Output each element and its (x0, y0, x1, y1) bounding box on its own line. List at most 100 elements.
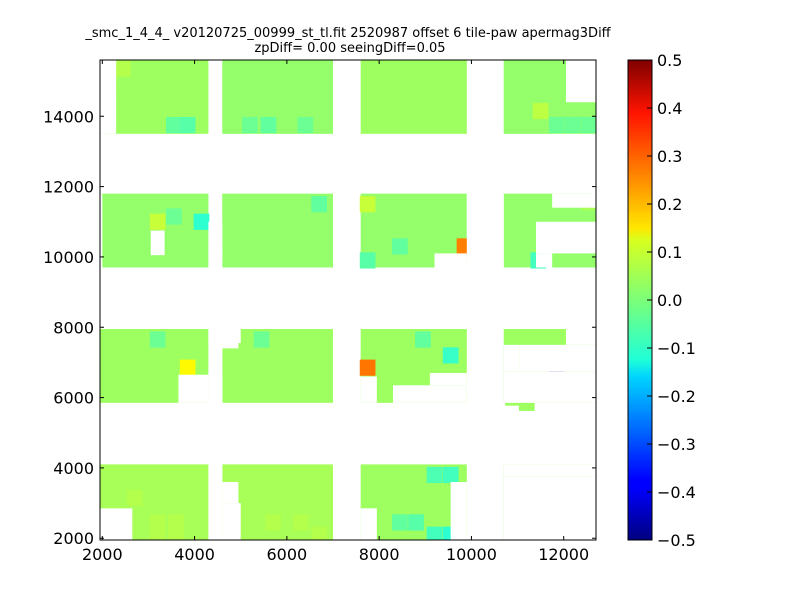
y-axis: 2000 4000 6000 8000 10000 12000 14000 (43, 107, 596, 548)
heatmap-empty (100, 193, 103, 268)
heatmap-cell (359, 359, 376, 376)
heatmap-cell (115, 60, 131, 77)
heatmap-empty (222, 329, 239, 349)
colorbar-tick-label: −0.5 (657, 531, 696, 550)
heatmap-empty (360, 508, 377, 540)
x-tick-label: 6000 (267, 545, 308, 564)
heatmap-empty (150, 230, 165, 256)
colorbar-tick-label: 0.1 (657, 243, 682, 262)
y-tick-label: 14000 (43, 107, 94, 126)
heatmap-cell (179, 359, 196, 376)
heatmap-cell (442, 347, 459, 364)
colorbar-tick-label: 0.0 (657, 291, 682, 310)
x-tick-label: 8000 (359, 545, 400, 564)
colorbar-tick-label: 0.2 (657, 195, 682, 214)
heatmap-empty (566, 60, 596, 103)
heatmap-empty (360, 376, 377, 403)
heatmap-cell (311, 196, 328, 213)
heatmap-empty (222, 481, 239, 504)
heatmap-empty (536, 221, 596, 254)
heatmap-empty (208, 374, 223, 403)
heatmap-empty (208, 221, 223, 257)
heatmap-cell (149, 331, 166, 348)
heatmap-cell (193, 213, 210, 230)
colorbar-tick-label: −0.1 (657, 339, 696, 358)
colorbar-tick-label: 0.5 (657, 51, 682, 70)
heatmap-cell (565, 116, 581, 134)
heatmap-empty (552, 193, 596, 208)
heatmap-cell (311, 526, 328, 540)
heatmap-cell (532, 102, 549, 120)
heatmap-cell (149, 526, 166, 540)
heatmap-cell (516, 208, 533, 225)
heatmap-empty (503, 464, 596, 477)
heatmap-cell (392, 238, 408, 255)
heatmap-cell (149, 213, 166, 230)
x-tick-label: 10000 (446, 545, 497, 564)
heatmap-empty (100, 508, 133, 540)
heatmap-cell (242, 116, 258, 134)
heatmap-empty-regions (100, 60, 596, 540)
heatmap-plot-area (100, 60, 596, 540)
heatmap-cell (297, 116, 314, 134)
heatmap-cell (359, 196, 376, 213)
heatmap-empty (178, 374, 209, 403)
heatmap-cell (253, 331, 270, 348)
heatmap-cell (179, 116, 196, 134)
y-tick-label: 6000 (53, 389, 94, 408)
chart-title: _smc_1_4_4_ v20120725_00999_st_tl.fit 25… (84, 26, 611, 41)
chart-subtitle: zpDiff= 0.00 seeingDiff=0.05 (254, 41, 445, 56)
heatmap-cell (292, 514, 309, 531)
y-tick-label: 2000 (53, 529, 94, 548)
heatmap-cell (165, 116, 182, 134)
heatmap-empty (100, 60, 117, 134)
heatmap-empty (392, 385, 467, 403)
heatmap-cell (126, 489, 143, 506)
y-tick-label: 4000 (53, 459, 94, 478)
heatmap-cell (408, 514, 424, 531)
y-tick-label: 12000 (43, 178, 94, 197)
heatmap-empty (503, 476, 596, 540)
heatmap-cell (168, 514, 184, 531)
heatmap-empty (208, 464, 223, 540)
heatmap-empty (566, 329, 596, 345)
heatmap-empty (429, 372, 467, 386)
heatmap-empty (519, 344, 596, 372)
heatmap-empty (450, 481, 467, 540)
heatmap-empty (222, 503, 241, 540)
colorbar: 0.5 0.4 0.3 0.2 0.1 0.0 −0.1 −0.2 −0.3 −0.4 −0.5 (627, 51, 696, 550)
colorbar-tick-label: −0.3 (657, 435, 696, 454)
x-axis: 2000 4000 6000 8000 10000 12000 (82, 60, 589, 564)
heatmap-cell (426, 526, 443, 540)
heatmap-cell (168, 526, 184, 540)
x-tick-label: 2000 (82, 545, 123, 564)
heatmap-empty (208, 253, 223, 268)
heatmap-cell (260, 116, 277, 134)
heatmap-empty (466, 193, 504, 268)
colorbar-tick-label: 0.4 (657, 99, 682, 118)
heatmap-tile (222, 60, 333, 134)
colorbar-tick-label: 0.3 (657, 147, 682, 166)
heatmap-cell (149, 514, 166, 531)
heatmap-tile (360, 60, 467, 134)
heatmap-empty (536, 253, 553, 268)
y-tick-label: 10000 (43, 248, 94, 267)
x-tick-label: 4000 (174, 545, 215, 564)
heatmap-cell (392, 514, 408, 531)
heatmap-cell (165, 208, 182, 225)
heatmap-cell (581, 116, 596, 134)
colorbar-tick-label: −0.4 (657, 483, 696, 502)
colorbar-tick-label: −0.2 (657, 387, 696, 406)
heatmap-cell (442, 466, 459, 484)
heatmap-cell (415, 331, 431, 348)
colorbar-ticks: 0.5 0.4 0.3 0.2 0.1 0.0 −0.1 −0.2 −0.3 −0.4 −0.5 (647, 51, 696, 550)
heatmap-cell (548, 116, 565, 134)
heatmap-cell (359, 252, 376, 269)
heatmap-empty (503, 371, 596, 403)
y-tick-label: 8000 (53, 318, 94, 337)
heatmap-empty (434, 253, 467, 268)
x-tick-label: 12000 (538, 545, 589, 564)
heatmap-cell (265, 514, 281, 531)
heatmap-cell (426, 466, 443, 484)
